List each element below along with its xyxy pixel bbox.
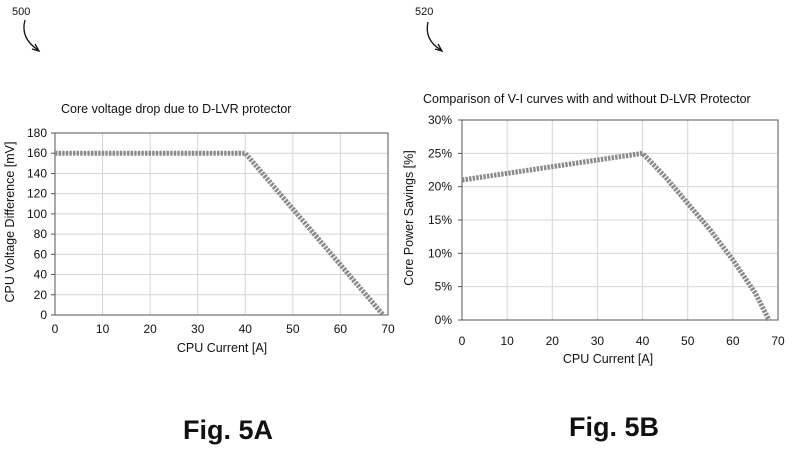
y-tick-label: 5%: [435, 280, 453, 294]
x-tick-label: 50: [681, 334, 695, 348]
x-tick-label: 30: [591, 334, 605, 348]
chart-5a: Core voltage drop due to D-LVR protector…: [3, 102, 395, 355]
x-tick-label: 20: [143, 322, 157, 336]
x-tick-label: 70: [771, 334, 785, 348]
chart-5a-plot-frame: [54, 132, 389, 316]
y-tick-label: 10%: [428, 246, 452, 260]
y-tick-label: 15%: [428, 213, 452, 227]
y-tick-label: 180: [27, 126, 47, 140]
y-tick-label: 120: [27, 187, 47, 201]
chart-5b: Comparison of V-I curves with and withou…: [402, 92, 785, 366]
y-tick-label: 100: [27, 207, 47, 221]
chart-5b-x-axis-label: CPU Current [A]: [563, 352, 653, 366]
x-tick-label: 0: [459, 334, 466, 348]
x-tick-label: 50: [286, 322, 300, 336]
chart-5b-x-ticks: 0 10 20 30 40 50 60 70: [459, 334, 785, 348]
ref-arrow-5b-icon: [426, 21, 442, 51]
chart-5b-grid: [461, 119, 779, 321]
ref-arrow-5a-icon: [23, 19, 39, 51]
y-tick-label: 60: [34, 247, 48, 261]
chart-5a-x-axis-label: CPU Current [A]: [177, 341, 267, 355]
y-tick-label: 25%: [428, 146, 452, 160]
chart-5a-title: Core voltage drop due to D-LVR protector: [61, 102, 291, 116]
y-tick-label: 140: [27, 166, 47, 180]
chart-5a-y-axis-label: CPU Voltage Difference [mV]: [3, 142, 17, 303]
y-tick-label: 160: [27, 146, 47, 160]
y-tick-label: 30%: [428, 113, 452, 127]
chart-5b-y-ticks: 0% 5% 10% 15% 20% 25% 30%: [428, 113, 462, 327]
y-tick-label: 20%: [428, 180, 452, 194]
ref-arrowhead-5b-icon: [434, 43, 444, 53]
x-tick-label: 20: [546, 334, 560, 348]
chart-5a-y-ticks: 0 20 40 60 80 100 120 140 160 180: [27, 126, 55, 322]
chart-5b-series-line: [461, 150, 772, 322]
y-tick-label: 0: [40, 308, 47, 322]
figure-ref-5b: 520: [415, 6, 433, 18]
y-tick-label: 20: [34, 288, 48, 302]
x-tick-label: 10: [500, 334, 514, 348]
chart-5a-grid: [54, 132, 389, 316]
x-tick-label: 40: [636, 334, 650, 348]
x-tick-label: 70: [381, 322, 395, 336]
chart-5a-x-ticks: 0 10 20 30 40 50 60 70: [52, 322, 395, 336]
x-tick-label: 40: [239, 322, 253, 336]
figure-caption-5b: Fig. 5B: [569, 412, 659, 442]
y-tick-label: 40: [34, 268, 48, 282]
chart-5b-y-axis-label: Core Power Savings [%]: [402, 150, 416, 285]
x-tick-label: 30: [191, 322, 205, 336]
figure-caption-5a: Fig. 5A: [183, 415, 273, 445]
x-tick-label: 60: [726, 334, 740, 348]
chart-5b-title: Comparison of V-I curves with and withou…: [423, 92, 751, 106]
y-tick-label: 80: [34, 227, 48, 241]
figure-ref-5a: 500: [12, 6, 30, 18]
ref-arrowhead-5a-icon: [31, 43, 41, 53]
x-tick-label: 10: [96, 322, 110, 336]
chart-5a-series-line: [55, 150, 386, 317]
y-tick-label: 0%: [435, 313, 453, 327]
x-tick-label: 60: [334, 322, 348, 336]
x-tick-label: 0: [52, 322, 59, 336]
